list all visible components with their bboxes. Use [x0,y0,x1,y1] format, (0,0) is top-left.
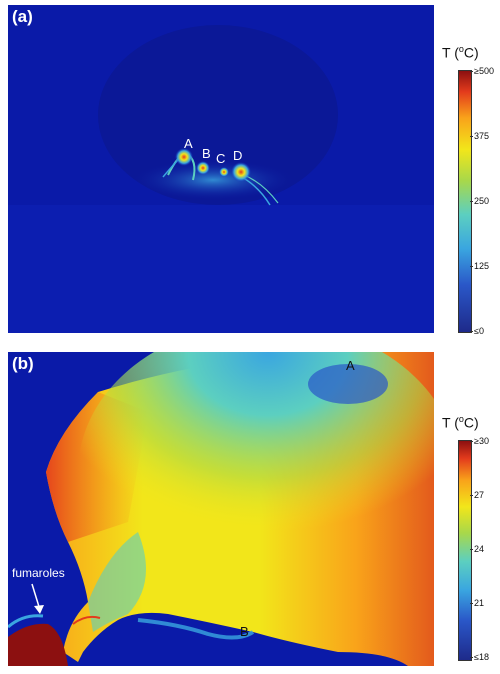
marker-a: A [346,358,355,373]
thermal-image-a-canvas [8,5,434,333]
colorbar-a-tick: 125 [469,261,490,271]
colorbar-b-gradient [458,440,472,661]
colorbar-b-title: T (oC) [442,414,479,431]
thermal-image-b: (b) A B fumaroles [8,352,434,666]
colorbar-a-tick: ≥500 [470,66,494,76]
colorbar-b: T (oC) ≥30 27 24 21 ≤18 [438,414,498,664]
marker-a: A [184,136,193,151]
panel-b-label: (b) [12,354,34,373]
colorbar-b-tick: 21 [469,598,485,608]
colorbar-b-tick: ≥30 [470,436,489,446]
fumaroles-arrow-icon [31,583,44,614]
marker-d: D [233,148,243,163]
fumaroles-label: fumaroles [12,566,65,580]
colorbar-a: T (oC) ≥500 375 250 125 ≤0 [438,44,498,336]
thermal-image-b-canvas [8,352,434,666]
marker-c: C [216,151,226,166]
marker-b: B [240,624,249,639]
colorbar-a-tick: 250 [469,196,490,206]
colorbar-b-tick: 27 [469,490,485,500]
marker-b: B [202,146,211,161]
colorbar-b-tick: 24 [469,544,485,554]
colorbar-b-tick: ≤18 [470,652,489,662]
thermal-image-a: (a) A B C D [8,5,434,333]
colorbar-a-tick: 375 [469,131,490,141]
panel-a-label: (a) [12,7,33,26]
colorbar-a-tick: ≤0 [470,326,484,336]
colorbar-a-title: T (oC) [442,44,479,61]
